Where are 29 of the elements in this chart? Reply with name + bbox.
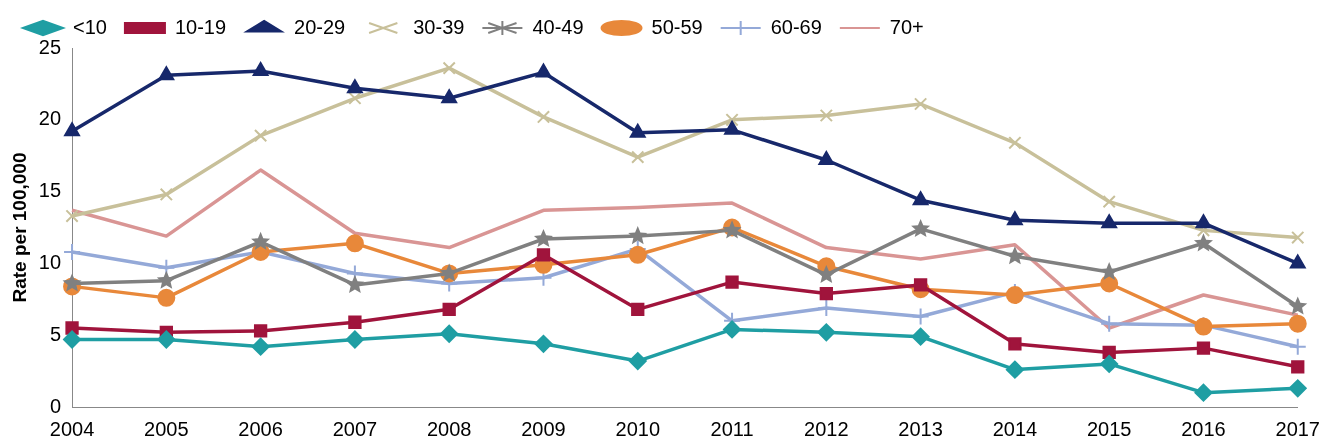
x-tick-label: 2015 xyxy=(1086,417,1132,440)
x-tick-label: 2014 xyxy=(992,417,1038,440)
y-tick-label: 15 xyxy=(38,179,62,202)
x-tick-label: 2006 xyxy=(238,417,283,440)
x-tick-label: 2011 xyxy=(710,417,754,440)
y-tick-label: 20 xyxy=(38,107,62,130)
y-tick-label: 0 xyxy=(49,394,62,417)
x-tick-label: 2012 xyxy=(804,417,849,440)
legend-label: 40-49 xyxy=(532,15,584,38)
legend-label: 70+ xyxy=(889,15,924,38)
x-tick-label: 2013 xyxy=(898,417,943,440)
legend-label: 10-19 xyxy=(174,15,227,38)
legend-label: <10 xyxy=(73,15,107,38)
y-tick-label: 5 xyxy=(49,322,62,345)
x-tick-label: 2004 xyxy=(49,417,95,440)
x-tick-label: 2010 xyxy=(615,417,661,440)
x-tick-label: 2007 xyxy=(332,417,378,440)
x-tick-label: 2008 xyxy=(426,417,472,440)
legend-label: 60-69 xyxy=(770,15,822,38)
y-tick-label: 25 xyxy=(38,35,62,58)
legend-label: 50-59 xyxy=(651,15,703,38)
legend-label: 20-29 xyxy=(294,15,346,38)
x-tick-label: 2016 xyxy=(1181,417,1226,440)
legend-label: 30-39 xyxy=(413,15,465,38)
x-tick-label: 2017 xyxy=(1275,417,1320,440)
x-tick-label: 2009 xyxy=(521,417,566,440)
y-axis-title: Rate per 100,000 xyxy=(8,152,30,303)
y-tick-label: 10 xyxy=(38,250,62,273)
x-tick-label: 2005 xyxy=(144,417,189,440)
